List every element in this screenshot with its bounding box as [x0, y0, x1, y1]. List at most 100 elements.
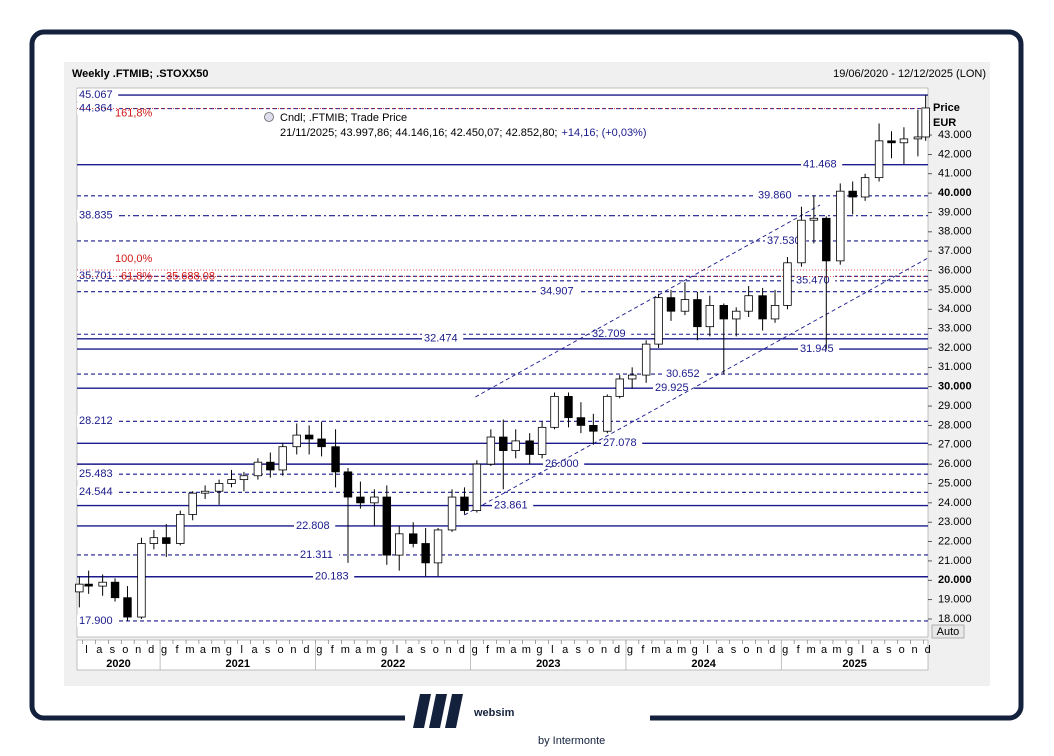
level-label: 20.183 [315, 571, 349, 583]
candle-body [408, 533, 418, 544]
candle-body [214, 483, 224, 492]
x-tick-label: a [510, 644, 517, 656]
level-label-bg [77, 415, 119, 428]
y-tick-label: 37.000 [938, 245, 972, 257]
level-label: 41.468 [803, 159, 837, 171]
candle-body [887, 140, 896, 144]
x-tick-label: d [614, 644, 620, 656]
candle-body [654, 297, 663, 345]
scale-button[interactable] [931, 624, 965, 639]
y-tick-label: 31.000 [938, 361, 972, 373]
level-label-bg [601, 437, 643, 450]
candle-body [719, 304, 729, 320]
level-label: 23.861 [494, 499, 528, 511]
plot: 18.000 19.000 20.000 21.000 22.000 23.000 24.0… [75, 89, 972, 670]
y-tick-label: 26.000 [938, 458, 972, 470]
candle-body [732, 310, 741, 320]
level-label-bg [77, 270, 119, 283]
candle-body [266, 461, 275, 471]
candle-body [110, 581, 120, 599]
x-tick-label: m [832, 644, 841, 656]
y-tick-label: 24.000 [938, 497, 972, 509]
x-tick-label: s [575, 644, 581, 656]
x-tick-label: n [446, 644, 452, 656]
y-tick-label: 40.000 [938, 187, 972, 199]
year-label: 2025 [842, 658, 866, 670]
candle-body [162, 537, 171, 544]
level-label-bg [590, 328, 632, 341]
y-tick-label: 20.000 [938, 574, 972, 586]
x-tick-label: a [717, 644, 724, 656]
level-label-bg [77, 89, 119, 102]
x-tick-label: g [627, 644, 633, 656]
x-tick-label: m [496, 644, 505, 656]
x-tick-label: d [459, 644, 465, 656]
legend-icon [264, 112, 274, 122]
candle-body [860, 177, 870, 198]
candle-body [200, 490, 210, 494]
candle-body [680, 299, 690, 312]
candle-body [589, 425, 598, 432]
candle-body [356, 496, 365, 504]
candle-body [447, 496, 457, 531]
x-tick-label: a [407, 644, 414, 656]
level-label-bg [765, 234, 807, 247]
level-label: 35.470 [796, 275, 830, 287]
y-tick-label: 19.000 [938, 594, 972, 606]
candle-body [744, 295, 753, 312]
level-label-bg [77, 102, 119, 115]
chart-title: Weekly .FTMIB; .STOXX50 [72, 68, 209, 80]
legend-ohlc: 21/11/2025; 43.997,86; 44.146,16; 42.450… [280, 127, 647, 139]
x-tick-label: l [706, 644, 708, 656]
candle-body [921, 107, 930, 138]
trend-line [464, 257, 929, 516]
fib-price: 35.688,08 [166, 270, 215, 282]
tagline: by Intermonte [538, 735, 605, 747]
x-tick-label: g [536, 644, 542, 656]
scale-mode[interactable]: Auto [937, 626, 960, 638]
x-tick-label: o [899, 644, 905, 656]
x-tick-label: n [756, 644, 762, 656]
x-tick-label: l [241, 644, 243, 656]
candle-body [550, 395, 559, 428]
candle-body [525, 440, 534, 455]
x-tick-label: m [807, 644, 816, 656]
x-tick-label: m [341, 644, 350, 656]
candle-body [705, 304, 715, 328]
candle-body [304, 434, 314, 440]
candle-body [899, 138, 909, 144]
candle-body [511, 440, 520, 451]
candle-body [770, 304, 780, 320]
year-label: 2022 [381, 658, 405, 670]
candle-body [486, 436, 496, 465]
candle-body [874, 140, 884, 179]
trend-line [475, 204, 821, 398]
y-tick-label: 39.000 [938, 206, 972, 218]
level-label-bg [77, 209, 119, 222]
x-tick-label: s [265, 644, 271, 656]
fib-label: 161,8% [115, 108, 153, 120]
level-label-bg [77, 614, 119, 627]
x-tick-label: n [601, 644, 607, 656]
level-label-bg [543, 458, 585, 471]
candle-body [564, 395, 573, 419]
y-tick-label: 30.000 [938, 381, 972, 393]
candle-body [460, 496, 469, 511]
x-tick-label: m [185, 644, 194, 656]
candle-body [641, 343, 651, 376]
x-tick-label: g [692, 644, 698, 656]
year-label: 2023 [536, 658, 560, 670]
level-label: 27.078 [603, 437, 637, 449]
x-tick-label: f [797, 644, 801, 656]
level-label: 32.474 [424, 333, 458, 345]
x-tick-label: g [782, 644, 788, 656]
candle-body [848, 190, 857, 198]
x-tick-label: o [743, 644, 749, 656]
currency: EUR [933, 117, 956, 129]
level-label-bg [664, 368, 706, 381]
level-label-bg [538, 285, 580, 298]
x-tick-label: a [873, 644, 880, 656]
x-tick-label: n [912, 644, 918, 656]
candle-body [149, 537, 159, 544]
candle-body [253, 461, 263, 477]
